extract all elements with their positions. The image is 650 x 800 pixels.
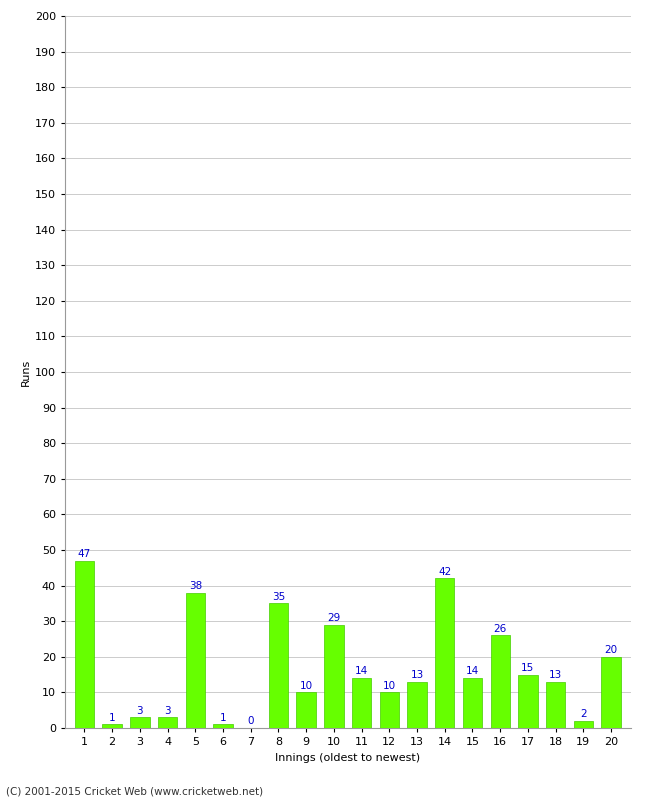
Text: 47: 47 — [78, 549, 91, 559]
Bar — [408, 682, 427, 728]
Text: 0: 0 — [248, 716, 254, 726]
Bar — [435, 578, 454, 728]
Text: 15: 15 — [521, 663, 534, 673]
Text: 38: 38 — [188, 581, 202, 591]
X-axis label: Innings (oldest to newest): Innings (oldest to newest) — [275, 753, 421, 762]
Text: 14: 14 — [355, 666, 369, 676]
Bar — [352, 678, 371, 728]
Text: 1: 1 — [109, 713, 116, 722]
Text: 10: 10 — [300, 681, 313, 690]
Text: 13: 13 — [549, 670, 562, 680]
Bar — [518, 674, 538, 728]
Text: 2: 2 — [580, 709, 587, 719]
Bar — [213, 725, 233, 728]
Text: 1: 1 — [220, 713, 226, 722]
Text: 13: 13 — [410, 670, 424, 680]
Text: (C) 2001-2015 Cricket Web (www.cricketweb.net): (C) 2001-2015 Cricket Web (www.cricketwe… — [6, 786, 264, 796]
Bar — [75, 561, 94, 728]
Text: 14: 14 — [466, 666, 479, 676]
Text: 42: 42 — [438, 566, 451, 577]
Text: 3: 3 — [164, 706, 171, 715]
Bar — [103, 725, 122, 728]
Y-axis label: Runs: Runs — [21, 358, 31, 386]
Text: 26: 26 — [493, 624, 507, 634]
Text: 35: 35 — [272, 592, 285, 602]
Text: 20: 20 — [604, 645, 617, 655]
Bar — [268, 603, 288, 728]
Bar — [380, 693, 399, 728]
Bar — [296, 693, 316, 728]
Bar — [491, 635, 510, 728]
Text: 10: 10 — [383, 681, 396, 690]
Bar — [574, 721, 593, 728]
Bar — [186, 593, 205, 728]
Text: 3: 3 — [136, 706, 143, 715]
Bar — [463, 678, 482, 728]
Bar — [546, 682, 566, 728]
Text: 29: 29 — [327, 613, 341, 623]
Bar — [130, 718, 150, 728]
Bar — [601, 657, 621, 728]
Bar — [324, 625, 344, 728]
Bar — [158, 718, 177, 728]
